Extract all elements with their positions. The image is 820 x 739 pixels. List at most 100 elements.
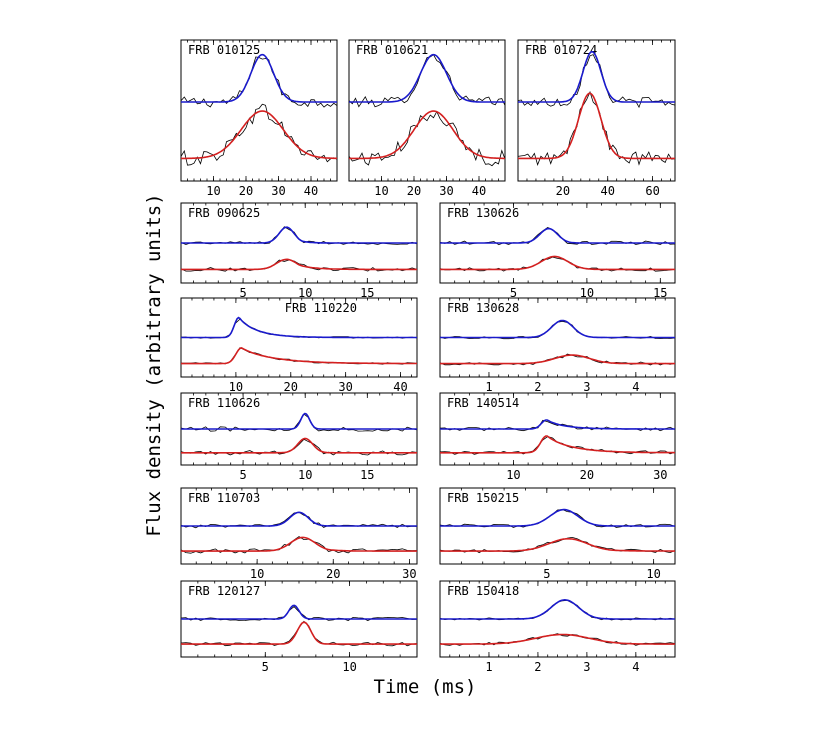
model-fit-upper bbox=[440, 508, 675, 527]
model-fit-upper bbox=[181, 53, 337, 103]
model-fit-upper bbox=[518, 51, 675, 103]
panel-name-label: FRB 110626 bbox=[188, 396, 260, 410]
x-tick-label: 15 bbox=[653, 286, 667, 300]
data-trace-lower bbox=[180, 103, 338, 166]
x-tick-label: 30 bbox=[338, 380, 352, 394]
x-tick-label: 5 bbox=[510, 286, 517, 300]
model-fit-lower bbox=[181, 347, 417, 365]
x-tick-label: 1 bbox=[485, 660, 492, 674]
model-fit-upper bbox=[440, 227, 675, 244]
panel-name-label: FRB 090625 bbox=[188, 206, 260, 220]
x-tick-label: 5 bbox=[543, 567, 550, 581]
x-tick-label: 20 bbox=[580, 468, 594, 482]
data-trace-lower bbox=[439, 256, 676, 272]
x-tick-label: 10 bbox=[229, 380, 243, 394]
panel-name-label: FRB 130626 bbox=[447, 206, 519, 220]
x-tick-label: 30 bbox=[653, 468, 667, 482]
y-axis-title: Flux density (arbitrary units) bbox=[143, 193, 165, 536]
model-fit-lower bbox=[181, 437, 417, 454]
model-fit-lower bbox=[440, 538, 675, 552]
data-trace-lower bbox=[439, 536, 676, 554]
x-tick-label: 1 bbox=[485, 380, 492, 394]
model-fit-lower bbox=[518, 92, 675, 160]
panel-name-label: FRB 010125 bbox=[188, 43, 260, 57]
model-fit-upper bbox=[440, 419, 675, 430]
x-tick-label: 4 bbox=[632, 380, 639, 394]
panel-frb-110626: 5 10 15 FRB 110626 bbox=[180, 392, 418, 482]
model-fit-lower bbox=[440, 633, 675, 645]
data-trace-lower bbox=[348, 110, 506, 167]
x-tick-label: 3 bbox=[583, 380, 590, 394]
data-trace-upper bbox=[348, 54, 506, 108]
x-tick-label: 2 bbox=[534, 660, 541, 674]
panel-frb-140514: 10 20 30 FRB 140514 bbox=[439, 392, 676, 482]
x-tick-label: 15 bbox=[360, 468, 374, 482]
panel-frb-110703: 10 20 30 FRB 110703 bbox=[180, 487, 418, 581]
panel-frb-150418: 1 2 3 4 FRB 150418 bbox=[439, 580, 676, 674]
panel-frb-010125: 10 20 30 40 FRB 010125 bbox=[180, 39, 338, 198]
x-tick-label: 5 bbox=[239, 468, 246, 482]
model-fit-lower bbox=[181, 621, 417, 645]
model-fit-lower bbox=[349, 110, 505, 160]
x-tick-label: 10 bbox=[580, 286, 594, 300]
panel-frb-130628: 1 2 3 4 FRB 130628 bbox=[439, 297, 676, 394]
panel-frb-120127: 5 10 FRB 120127 bbox=[180, 580, 418, 674]
x-tick-label: 30 bbox=[439, 184, 453, 198]
panel-frb-130626: 5 10 15 FRB 130626 bbox=[439, 202, 676, 300]
panel-name-label: FRB 150418 bbox=[447, 584, 519, 598]
x-tick-label: 10 bbox=[342, 660, 356, 674]
model-fit-lower bbox=[440, 435, 676, 454]
x-tick-label: 10 bbox=[374, 184, 388, 198]
x-tick-label: 40 bbox=[393, 380, 407, 394]
x-tick-label: 10 bbox=[206, 184, 220, 198]
model-fit-upper bbox=[349, 53, 505, 103]
panels-layer: 10 20 30 40 FRB 010125 10 20 30 40 FRB 010621 20 40… bbox=[180, 39, 676, 674]
x-tick-label: 5 bbox=[262, 660, 269, 674]
x-tick-label: 10 bbox=[298, 468, 312, 482]
panel-name-label: FRB 110220 bbox=[285, 301, 357, 315]
x-tick-label: 60 bbox=[645, 184, 659, 198]
panel-frb-090625: 5 10 15 FRB 090625 bbox=[180, 202, 418, 300]
x-tick-label: 4 bbox=[632, 660, 639, 674]
panel-name-label: FRB 010724 bbox=[525, 43, 597, 57]
x-tick-label: 40 bbox=[472, 184, 486, 198]
panel-frb-150215: 5 10 FRB 150215 bbox=[439, 487, 676, 581]
panel-frame bbox=[180, 39, 338, 182]
model-fit-lower bbox=[181, 536, 417, 552]
x-tick-label: 3 bbox=[583, 660, 590, 674]
model-fit-upper bbox=[181, 226, 417, 244]
x-tick-label: 15 bbox=[360, 286, 374, 300]
x-tick-label: 20 bbox=[284, 380, 298, 394]
x-tick-label: 20 bbox=[407, 184, 421, 198]
model-fit-lower bbox=[181, 110, 337, 160]
x-tick-label: 30 bbox=[402, 567, 416, 581]
panel-name-label: FRB 110703 bbox=[188, 491, 260, 505]
x-tick-label: 2 bbox=[534, 380, 541, 394]
panel-frame bbox=[517, 39, 676, 182]
x-tick-label: 5 bbox=[239, 286, 246, 300]
model-fit-upper bbox=[181, 316, 417, 339]
panel-frb-110220: 10 20 30 40 FRB 110220 bbox=[180, 297, 418, 394]
x-tick-label: 10 bbox=[506, 468, 520, 482]
x-tick-label: 20 bbox=[239, 184, 253, 198]
x-tick-label: 20 bbox=[556, 184, 570, 198]
panel-frb-010621: 10 20 30 40 FRB 010621 bbox=[348, 39, 506, 198]
model-fit-lower bbox=[440, 255, 675, 271]
data-trace-upper bbox=[517, 54, 676, 109]
panel-name-label: FRB 130628 bbox=[447, 301, 519, 315]
model-fit-upper bbox=[181, 511, 417, 527]
panel-name-label: FRB 120127 bbox=[188, 584, 260, 598]
x-tick-label: 10 bbox=[298, 286, 312, 300]
panel-name-label: FRB 140514 bbox=[447, 396, 519, 410]
panel-name-label: FRB 150215 bbox=[447, 491, 519, 505]
model-fit-upper bbox=[181, 604, 417, 620]
x-tick-label: 10 bbox=[250, 567, 264, 581]
model-fit-upper bbox=[440, 319, 675, 339]
x-tick-label: 10 bbox=[646, 567, 660, 581]
x-tick-label: 20 bbox=[326, 567, 340, 581]
model-fit-upper bbox=[181, 412, 417, 430]
x-tick-label: 30 bbox=[271, 184, 285, 198]
model-fit-lower bbox=[181, 258, 417, 271]
x-tick-label: 40 bbox=[304, 184, 318, 198]
